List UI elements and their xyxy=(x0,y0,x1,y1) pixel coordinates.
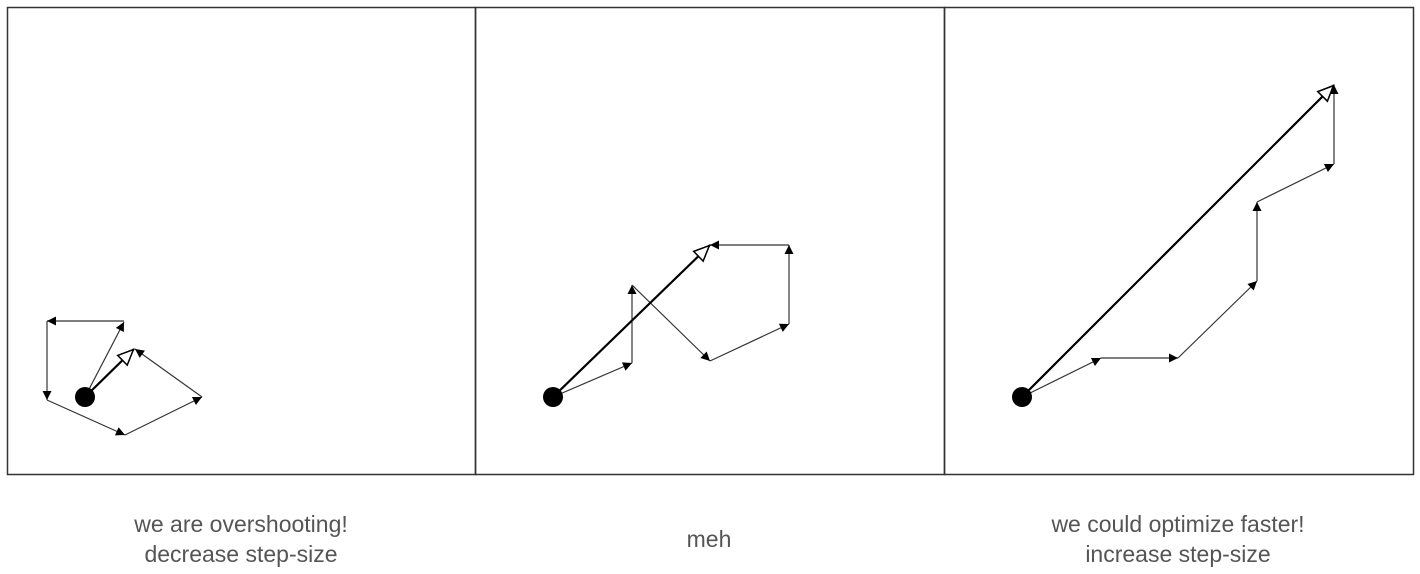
panel-frame xyxy=(6,6,477,476)
step-arrow xyxy=(1021,357,1102,398)
net-step-arrow xyxy=(552,244,711,398)
step-arrow xyxy=(552,362,633,398)
caption-faster: we could optimize faster! increase step-… xyxy=(944,508,1412,570)
caption-line: we could optimize faster! xyxy=(1051,511,1305,537)
net-step-arrow xyxy=(84,348,135,398)
panel-frame xyxy=(943,6,1415,476)
caption-line: meh xyxy=(686,526,732,552)
start-point xyxy=(1012,387,1032,407)
caption-line: increase step-size xyxy=(1085,541,1271,567)
start-point xyxy=(543,387,563,407)
caption-overshooting: we are overshooting! decrease step-size xyxy=(7,508,475,570)
panel-meh xyxy=(474,6,946,476)
step-path xyxy=(552,240,794,398)
caption-meh: meh xyxy=(475,508,943,570)
step-arrow xyxy=(631,284,711,362)
start-point xyxy=(75,387,95,407)
caption-line: decrease step-size xyxy=(144,541,338,567)
panel-overshooting xyxy=(6,6,477,476)
step-arrow xyxy=(1177,280,1258,359)
caption-line: we are overshooting! xyxy=(134,511,348,537)
step-arrow xyxy=(134,348,203,398)
step-arrow xyxy=(124,396,203,436)
step-arrow xyxy=(46,399,126,436)
step-arrow xyxy=(1256,163,1335,203)
step-path xyxy=(42,316,203,436)
step-arrow xyxy=(84,321,125,398)
net-step-arrow xyxy=(1021,84,1335,398)
panel-faster xyxy=(943,6,1415,476)
step-arrow xyxy=(709,323,790,362)
panel-frame xyxy=(474,6,946,476)
